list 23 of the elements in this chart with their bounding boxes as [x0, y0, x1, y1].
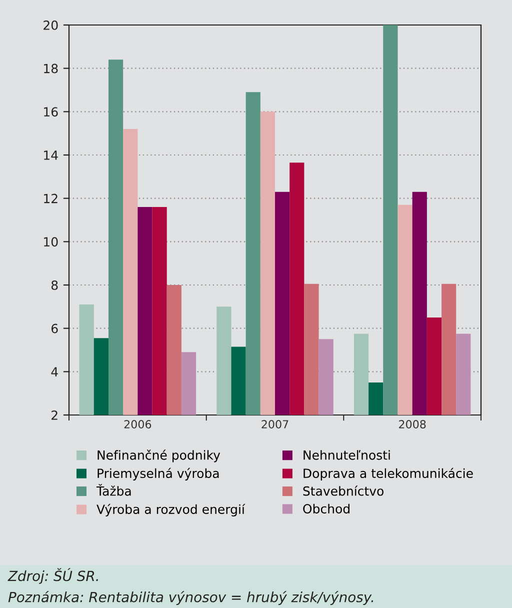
y-tick-label: 12 [44, 194, 58, 204]
legend-label: Doprava a telekomunikácie [304, 468, 473, 480]
y-tick-label: 8 [51, 280, 58, 290]
y-tick-label: 14 [44, 150, 58, 160]
legend-label: Priemyselná výroba [98, 468, 219, 480]
legend-label: Nefinančné podniky [98, 450, 220, 462]
text: Poznámka: Rentabilita výnosov = hrubý zisk/výnosy. [8, 591, 374, 605]
y-tick-label: 4 [51, 367, 58, 376]
x-tick-label: 2007 [262, 420, 288, 428]
legend-label: Obchod [303, 504, 350, 514]
legend-label: Stavebníctvo [303, 486, 384, 496]
x-tick-label: 2008 [399, 420, 426, 428]
x-tick-label: 2006 [124, 420, 152, 428]
text: Zdroj: ŠÚ SR. [8, 568, 98, 584]
y-tick-label: 2 [52, 410, 58, 420]
legend-label: Nehnuteľnosti [304, 450, 390, 460]
y-tick-label: 18 [44, 64, 58, 74]
legend-label: Ťažba [96, 484, 131, 496]
legend-label: Výroba a rozvod energií [96, 504, 246, 516]
y-tick-label: 6 [52, 324, 58, 334]
y-tick-label: 10 [44, 237, 58, 247]
y-tick-label: 20 [44, 20, 58, 30]
y-tick-label: 16 [44, 107, 58, 117]
